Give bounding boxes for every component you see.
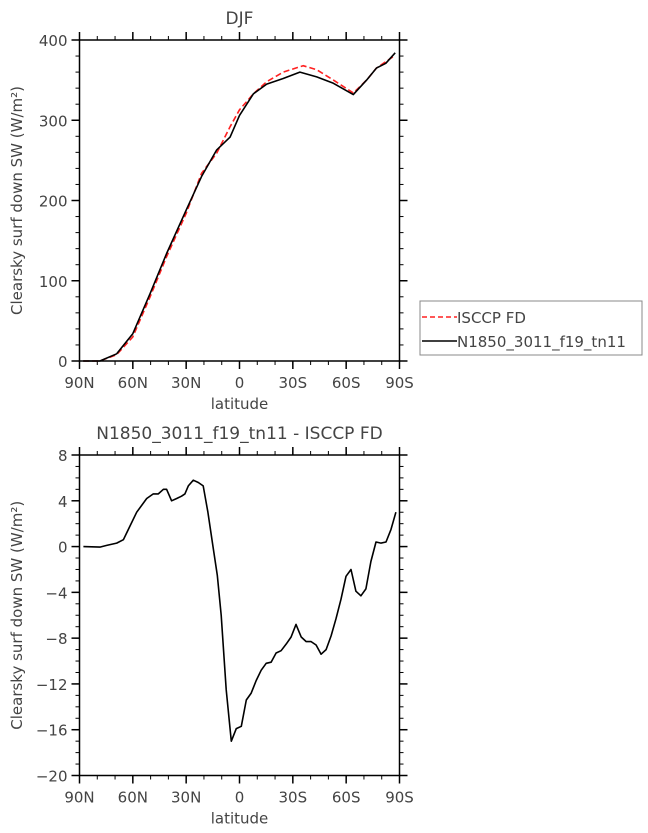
x-tick-label: 90S xyxy=(385,374,414,392)
y-axis-label: Clearsky surf down SW (W/m²) xyxy=(8,501,26,730)
x-tick-label: 60S xyxy=(332,789,361,807)
legend-box xyxy=(419,300,643,356)
x-tick-label: 30S xyxy=(279,374,308,392)
y-tick-label: 0 xyxy=(58,539,68,557)
x-tick-label: 90N xyxy=(64,374,94,392)
chart-title: N1850_3011_f19_tn11 - ISCCP FD xyxy=(96,424,382,444)
x-tick-label: 60S xyxy=(332,374,361,392)
x-axis-label: latitude xyxy=(211,395,269,413)
legend: ISCCP FD N1850_3011_f19_tn11 xyxy=(419,300,643,356)
y-axis-label: Clearsky surf down SW (W/m²) xyxy=(8,86,26,315)
legend-label-isccp: ISCCP FD xyxy=(457,309,526,327)
x-tick-label: 30N xyxy=(171,789,201,807)
x-tick-label: 30S xyxy=(279,789,308,807)
chart-title: DJF xyxy=(226,9,254,29)
series-line-isccp xyxy=(83,54,396,362)
y-tick-label: −8 xyxy=(45,630,67,648)
y-tick-label: −20 xyxy=(36,768,68,786)
y-tick-label: 400 xyxy=(39,32,68,50)
legend-label-model: N1850_3011_f19_tn11 xyxy=(457,333,626,352)
x-axis-label: latitude xyxy=(211,810,269,828)
y-tick-label: 100 xyxy=(39,273,68,291)
x-tick-label: 0 xyxy=(235,374,245,392)
y-tick-label: −12 xyxy=(36,676,68,694)
plot-frame xyxy=(78,39,401,362)
x-tick-label: 90S xyxy=(385,789,414,807)
y-tick-label: 8 xyxy=(58,447,68,465)
y-tick-label: −4 xyxy=(45,584,67,602)
y-tick-label: −16 xyxy=(36,722,68,740)
y-tick-label: 200 xyxy=(39,193,68,211)
x-tick-label: 60N xyxy=(118,374,148,392)
x-tick-label: 0 xyxy=(235,789,245,807)
plot-frame xyxy=(78,454,401,777)
y-tick-label: 300 xyxy=(39,112,68,130)
y-tick-label: 4 xyxy=(58,493,68,511)
bottom-panel: N1850_3011_f19_tn11 - ISCCP FD 90N 60N 30N 0… xyxy=(8,424,414,828)
top-panel: DJF 90N 60N 30N 0 30S 60S 90S 0 100 200 300 400 latit… xyxy=(8,9,414,413)
x-tick-label: 60N xyxy=(118,789,148,807)
y-tick-label: 0 xyxy=(58,353,68,371)
series-line-model xyxy=(83,479,397,742)
x-tick-label: 30N xyxy=(171,374,201,392)
series-line-model xyxy=(83,52,396,362)
x-tick-label: 90N xyxy=(64,789,94,807)
